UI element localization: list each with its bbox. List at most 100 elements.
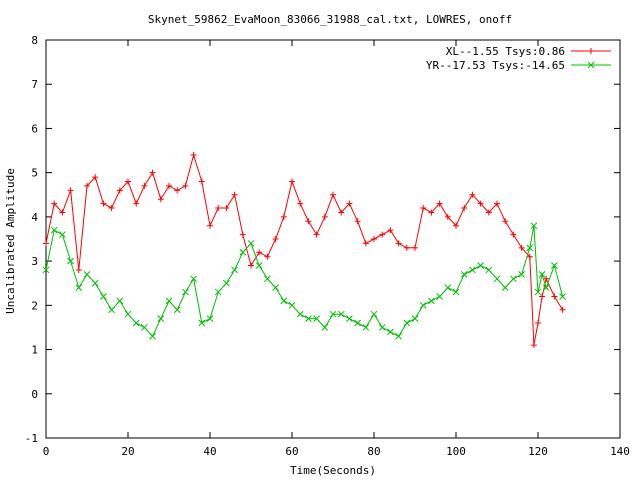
data-point <box>543 275 550 282</box>
data-point <box>182 288 189 296</box>
data-point <box>338 209 345 216</box>
data-point <box>371 236 377 242</box>
data-point <box>460 271 468 278</box>
y-tick-label: 7 <box>31 78 38 91</box>
data-point <box>289 178 295 185</box>
data-point <box>157 196 164 203</box>
data-point <box>149 332 156 340</box>
data-point <box>526 244 534 252</box>
data-point <box>330 191 336 198</box>
data-point <box>206 315 214 322</box>
data-point <box>530 342 537 349</box>
data-point <box>108 205 115 212</box>
data-point <box>469 266 476 274</box>
y-tick-label: 2 <box>31 299 38 312</box>
y-tick-label: 0 <box>31 388 38 401</box>
data-point <box>362 240 369 247</box>
data-point <box>542 284 550 291</box>
series-0 <box>43 151 566 349</box>
data-point <box>510 231 517 238</box>
data-point <box>256 249 263 256</box>
data-point <box>559 293 566 300</box>
data-point <box>264 253 271 260</box>
data-point <box>141 182 148 189</box>
x-tick-label: 0 <box>43 445 50 458</box>
series-line <box>45 153 564 346</box>
data-point <box>354 319 361 327</box>
data-point <box>173 306 181 314</box>
data-point <box>116 187 123 194</box>
data-point <box>92 174 99 181</box>
data-point <box>297 200 304 207</box>
data-point <box>182 182 189 189</box>
data-point <box>67 257 74 265</box>
data-point <box>166 182 172 189</box>
data-point <box>518 271 525 278</box>
plot-frame <box>45 39 621 439</box>
data-point <box>91 279 99 287</box>
data-point <box>477 262 484 269</box>
data-point <box>346 200 353 207</box>
data-point <box>59 209 66 216</box>
data-point <box>83 271 91 278</box>
data-point <box>174 187 181 194</box>
data-point <box>530 222 538 230</box>
data-point <box>51 200 58 207</box>
data-point <box>412 244 418 251</box>
data-point <box>403 244 410 251</box>
data-point <box>538 271 546 278</box>
x-tick-label: 80 <box>367 445 380 458</box>
y-axis: -1 0 1 2 3 4 5 6 7 8 <box>25 34 620 445</box>
data-point <box>75 284 83 291</box>
data-point <box>264 275 271 283</box>
data-point <box>165 297 173 305</box>
data-point <box>43 240 49 247</box>
data-point <box>395 332 402 340</box>
data-point <box>387 227 394 234</box>
data-point <box>280 297 288 305</box>
data-point <box>305 218 312 225</box>
data-point <box>190 275 197 283</box>
data-point <box>223 279 230 287</box>
data-point <box>157 315 165 322</box>
y-axis-label: Uncalibrated Amplitude <box>4 168 17 314</box>
data-point <box>132 319 140 327</box>
data-point <box>272 236 279 242</box>
data-point <box>84 182 90 189</box>
data-point <box>239 248 247 256</box>
data-point <box>428 209 435 216</box>
data-point <box>420 205 427 212</box>
data-point <box>551 262 558 269</box>
data-point <box>337 310 345 318</box>
data-point <box>436 293 443 300</box>
x-tick-label: 40 <box>203 445 216 458</box>
data-point <box>296 310 304 318</box>
data-point <box>419 301 427 309</box>
data-point <box>494 200 500 207</box>
data-point <box>395 240 402 247</box>
data-point <box>501 284 509 291</box>
plot-area <box>42 151 566 349</box>
data-point <box>321 324 329 331</box>
data-point <box>502 218 509 225</box>
data-point <box>313 315 320 322</box>
data-point <box>535 320 541 327</box>
data-point <box>379 231 386 238</box>
data-point <box>149 169 156 176</box>
data-point <box>231 191 238 198</box>
y-tick-label: 3 <box>31 255 38 268</box>
data-point <box>100 200 107 207</box>
data-point <box>248 262 254 269</box>
data-point <box>411 315 419 322</box>
legend-label: YR--17.53 Tsys:-14.65 <box>426 59 565 72</box>
data-point <box>247 240 255 247</box>
data-point <box>485 209 492 216</box>
data-point <box>387 328 394 336</box>
data-point <box>329 310 337 318</box>
data-point <box>59 231 66 238</box>
data-point <box>346 315 353 322</box>
data-point <box>214 288 222 296</box>
data-point <box>288 301 296 309</box>
data-point <box>108 306 115 314</box>
